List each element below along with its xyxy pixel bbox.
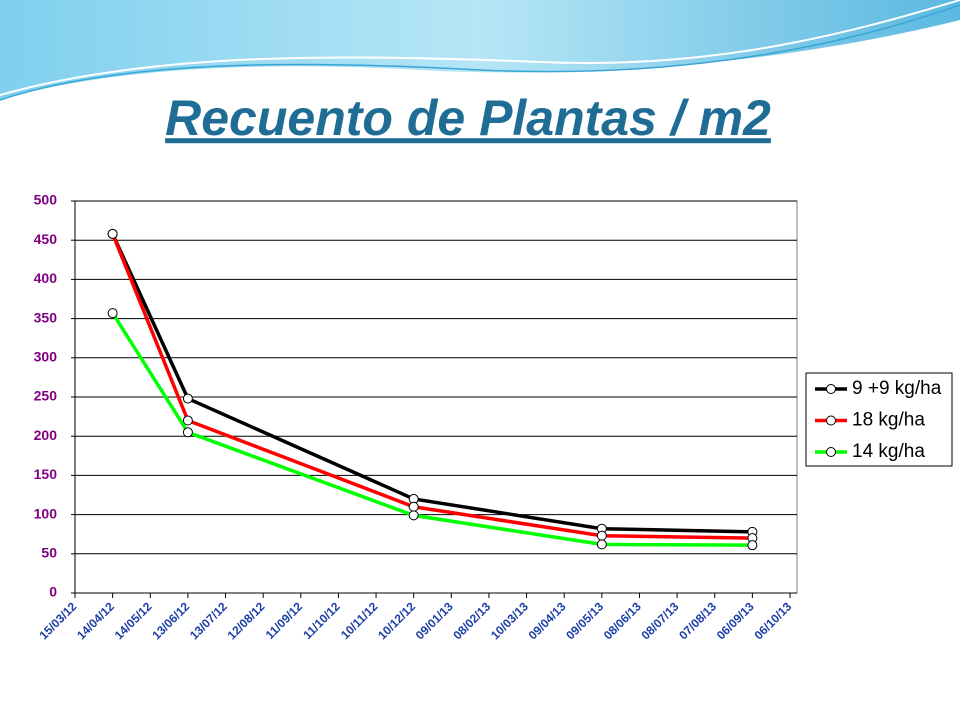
data-point [107, 228, 118, 239]
data-point [182, 427, 193, 438]
x-tick-label: 06/09/13 [714, 599, 757, 642]
x-tick-label: 11/09/12 [263, 599, 306, 642]
y-tick-label: 150 [34, 466, 58, 482]
legend-marker [826, 384, 836, 394]
data-point [107, 308, 118, 319]
x-tick-label: 09/05/13 [563, 599, 606, 642]
data-point [747, 540, 758, 551]
data-point [182, 415, 193, 426]
data-point [182, 393, 193, 404]
x-tick-label: 10/11/12 [338, 599, 381, 642]
y-tick-label: 300 [34, 349, 58, 365]
x-tick-label: 14/05/12 [112, 599, 155, 642]
wave-line [0, 4, 960, 101]
x-tick-label: 11/10/12 [300, 599, 343, 642]
y-tick-label: 50 [41, 545, 57, 561]
series-line [111, 233, 753, 534]
x-tick-label: 10/03/13 [488, 599, 531, 642]
x-tick-label: 12/08/12 [225, 599, 268, 642]
x-tick-label: 15/03/12 [36, 599, 79, 642]
header-wave [0, 0, 960, 100]
y-tick-label: 350 [34, 309, 58, 325]
data-point [596, 530, 607, 541]
x-tick-label: 08/02/13 [450, 599, 493, 642]
chart-title: Recuento de Plantas / m2 [165, 90, 771, 146]
x-tick-label: 10/12/12 [375, 599, 418, 642]
wave-line [0, 0, 960, 96]
data-point [408, 501, 419, 512]
data-point [596, 539, 607, 550]
legend-label: 14 kg/ha [852, 441, 925, 462]
legend-marker [826, 447, 836, 457]
y-tick-label: 0 [49, 584, 57, 600]
x-tick-label: 08/07/13 [639, 599, 682, 642]
x-tick-label: 13/07/12 [187, 599, 230, 642]
y-tick-label: 500 [34, 192, 58, 208]
legend-marker [826, 415, 836, 426]
legend-label: 18 kg/ha [852, 410, 925, 431]
x-tick-label: 14/04/12 [74, 599, 117, 642]
x-tick-label: 13/06/12 [149, 599, 192, 642]
y-tick-label: 450 [34, 231, 58, 247]
x-tick-label: 07/08/13 [676, 599, 719, 642]
x-tick-label: 09/04/13 [526, 599, 569, 642]
x-tick-label: 09/01/13 [413, 599, 456, 642]
data-point [408, 510, 419, 521]
y-tick-label: 250 [34, 388, 58, 404]
y-tick-label: 100 [34, 505, 58, 521]
y-tick-label: 200 [34, 427, 58, 443]
y-tick-label: 400 [34, 270, 58, 286]
x-tick-label: 06/10/13 [751, 599, 794, 642]
x-tick-label: 08/06/13 [601, 599, 644, 642]
legend-label: 9 +9 kg/ha [852, 378, 942, 399]
